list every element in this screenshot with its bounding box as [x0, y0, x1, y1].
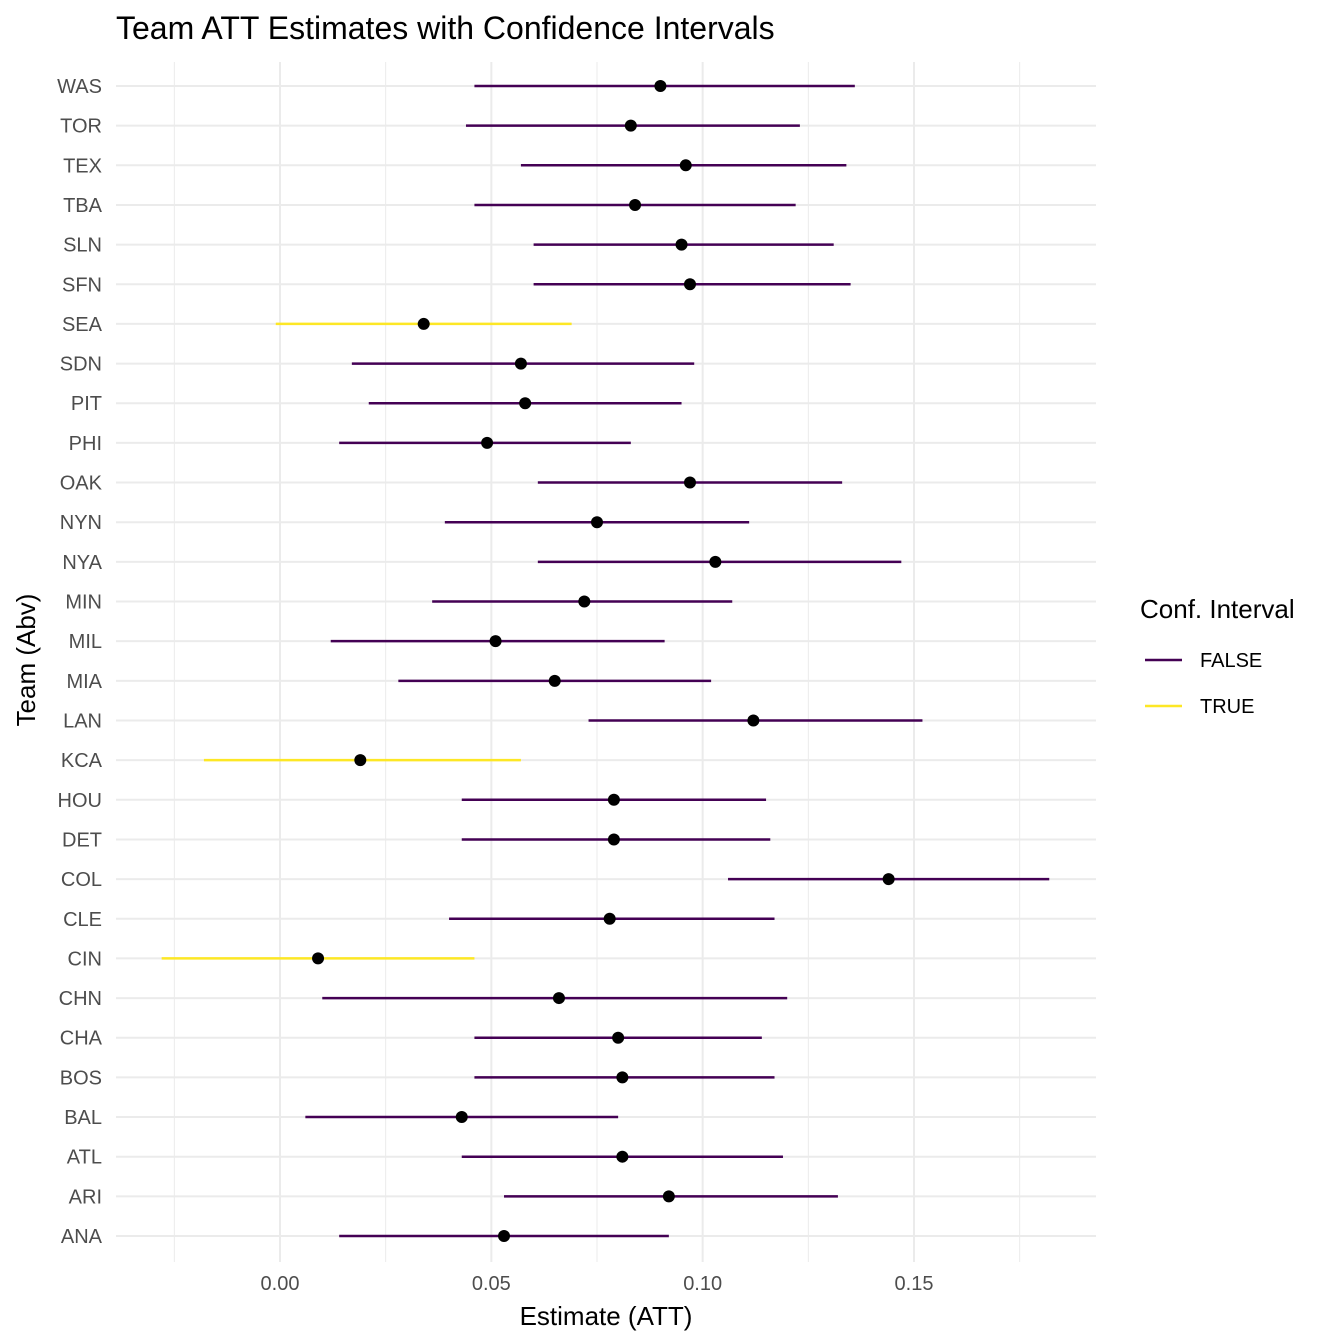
legend-title: Conf. Interval	[1140, 594, 1295, 624]
y-tick-label: KCA	[61, 750, 103, 772]
y-tick-label: TOR	[60, 116, 102, 138]
estimate-point-ari	[662, 1190, 675, 1203]
y-tick-label: BOS	[60, 1067, 102, 1089]
estimate-point-was	[654, 80, 667, 92]
estimate-point-cle	[603, 912, 616, 925]
estimate-point-min	[578, 595, 591, 608]
estimate-point-bos	[616, 1071, 629, 1084]
y-tick-label: CHA	[60, 1028, 103, 1050]
x-tick-label: 0.15	[895, 1273, 934, 1295]
estimate-point-atl	[616, 1150, 629, 1163]
y-tick-label: NYN	[60, 512, 102, 534]
estimate-point-oak	[683, 476, 696, 489]
y-tick-label: ANA	[61, 1226, 103, 1248]
estimate-point-lan	[747, 714, 760, 727]
x-tick-label: 0.05	[472, 1273, 511, 1295]
y-tick-label: HOU	[58, 790, 102, 812]
estimate-point-det	[607, 833, 620, 846]
estimate-point-sfn	[683, 278, 696, 291]
y-tick-label: ATL	[67, 1147, 102, 1169]
x-axis-title: Estimate (ATT)	[520, 1301, 693, 1331]
y-tick-label: OAK	[60, 473, 103, 495]
y-tick-label: SFN	[62, 274, 102, 296]
y-tick-label: LAN	[63, 710, 102, 732]
estimate-points	[312, 80, 895, 1242]
y-tick-label: ARI	[69, 1186, 102, 1208]
estimate-point-cin	[312, 952, 325, 965]
estimate-point-mil	[489, 635, 502, 648]
estimate-point-tba	[629, 198, 642, 211]
y-tick-label: SEA	[62, 314, 103, 336]
legend-label-false: FALSE	[1200, 650, 1262, 672]
estimate-point-hou	[607, 793, 620, 806]
estimate-point-tex	[679, 159, 692, 172]
estimate-point-sea	[417, 317, 430, 330]
y-tick-label: NYA	[62, 552, 102, 574]
estimate-point-cha	[612, 1031, 625, 1044]
estimate-point-bal	[455, 1111, 468, 1124]
y-tick-label: PIT	[71, 393, 102, 415]
estimate-point-sdn	[514, 357, 527, 370]
estimate-point-ana	[498, 1230, 511, 1242]
y-tick-label: COL	[61, 869, 102, 891]
estimate-point-nya	[709, 555, 722, 568]
estimate-point-tor	[624, 119, 637, 132]
estimate-point-pit	[519, 397, 532, 410]
confidence-intervals	[161, 84, 1050, 1238]
y-tick-label: CIN	[68, 948, 102, 970]
y-tick-label: SLN	[63, 235, 102, 257]
estimate-point-kca	[354, 754, 367, 767]
y-tick-labels: ANA ARI ATL BAL BOS CHA CHN CIN CLE COL DET HOU KCA L…	[57, 76, 102, 1248]
estimate-point-phi	[481, 436, 494, 449]
legend-label-true: TRUE	[1200, 696, 1254, 718]
y-tick-label: MIA	[66, 671, 102, 693]
y-tick-label: CLE	[63, 909, 102, 931]
y-axis-title: Team (Abv)	[11, 594, 41, 727]
x-tick-label: 0.00	[261, 1273, 300, 1295]
y-tick-label: PHI	[69, 433, 102, 455]
y-tick-label: TBA	[63, 195, 103, 217]
y-tick-label: CHN	[59, 988, 102, 1010]
grid	[116, 62, 1096, 1262]
estimate-point-chn	[552, 992, 565, 1005]
estimate-point-mia	[548, 674, 561, 687]
x-tick-labels: 0.00 0.05 0.10 0.15	[261, 1273, 934, 1295]
chart-title: Team ATT Estimates with Confidence Inter…	[116, 10, 775, 46]
y-tick-label: TEX	[63, 155, 102, 177]
y-tick-label: SDN	[60, 354, 102, 376]
y-tick-label: MIL	[69, 631, 102, 653]
y-tick-label: BAL	[64, 1107, 102, 1129]
legend: Conf. Interval FALSE TRUE	[1140, 594, 1295, 718]
estimate-point-sln	[675, 238, 688, 251]
x-tick-label: 0.10	[683, 1273, 722, 1295]
y-tick-label: MIN	[65, 592, 102, 614]
estimate-point-nyn	[591, 516, 603, 529]
estimate-point-col	[882, 873, 895, 886]
y-tick-label: DET	[62, 829, 102, 851]
y-tick-label: WAS	[57, 76, 102, 98]
